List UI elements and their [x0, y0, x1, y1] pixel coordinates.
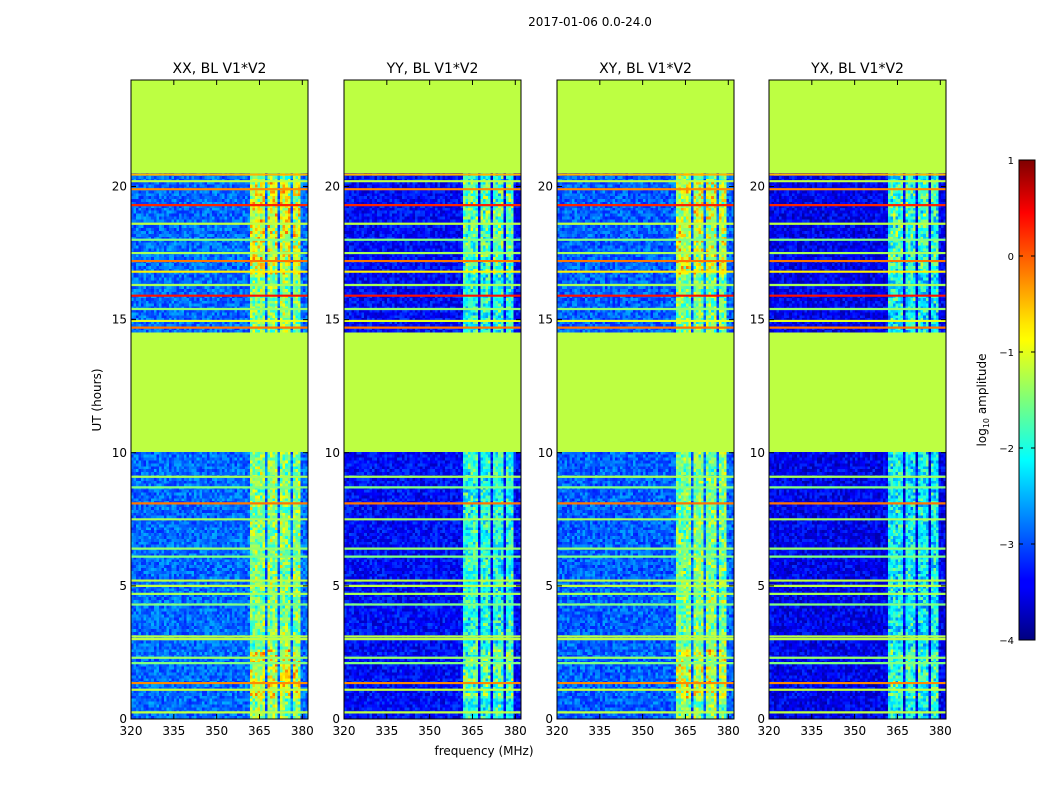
- panel-heatmap: [557, 80, 735, 720]
- x-tick-label: 320: [546, 724, 569, 738]
- x-tick-label: 350: [631, 724, 654, 738]
- panel-title: YX, BL V1*V2: [810, 61, 904, 77]
- panel-title: XY, BL V1*V2: [599, 61, 692, 77]
- panel-3: XY, BL V1*V2 320 335 350 365 380 0 5 10 15 20: [538, 61, 740, 738]
- y-tick-label: 10: [538, 446, 553, 460]
- x-tick-label: 335: [588, 724, 611, 738]
- x-tick-label: 380: [717, 724, 740, 738]
- colorbar-tick-label: −1: [999, 348, 1014, 359]
- panel-heatmap: [344, 80, 522, 720]
- x-tick-label: 320: [333, 724, 356, 738]
- x-tick-label: 320: [758, 724, 781, 738]
- colorbar-tick-label: −3: [999, 540, 1014, 551]
- x-tick-label: 365: [461, 724, 484, 738]
- y-tick-label: 15: [538, 313, 553, 327]
- colorbar-tick-label: 1: [1008, 156, 1014, 167]
- y-tick-label: 5: [332, 579, 340, 593]
- x-axis-label: frequency (MHz): [434, 744, 533, 758]
- colorbar-label: log10 amplitude: [975, 354, 991, 447]
- y-tick-label: 15: [112, 313, 127, 327]
- panel-title: YY, BL V1*V2: [386, 61, 479, 77]
- y-tick-label: 20: [325, 180, 340, 194]
- x-tick-label: 335: [375, 724, 398, 738]
- colorbar: 1 0 −1 −2 −3 −4 log10 amplitude: [975, 156, 1035, 647]
- figure-suptitle: 2017-01-06 0.0-24.0: [528, 15, 652, 29]
- y-tick-label: 10: [750, 446, 765, 460]
- panel-heatmap: [769, 80, 947, 720]
- x-tick-label: 380: [929, 724, 952, 738]
- panel-4: YX, BL V1*V2 320 335 350 365 380 0 5 10 15 20: [750, 61, 952, 738]
- y-tick-label: 0: [545, 712, 553, 726]
- y-tick-label: 0: [757, 712, 765, 726]
- y-tick-label: 20: [112, 180, 127, 194]
- y-tick-label: 15: [325, 313, 340, 327]
- x-tick-label: 380: [504, 724, 527, 738]
- x-tick-label: 335: [800, 724, 823, 738]
- colorbar-gradient: [1019, 160, 1035, 640]
- y-tick-label: 10: [325, 446, 340, 460]
- y-tick-label: 5: [119, 579, 127, 593]
- x-tick-label: 380: [291, 724, 314, 738]
- x-tick-label: 320: [120, 724, 143, 738]
- colorbar-tick-label: 0: [1008, 252, 1014, 263]
- colorbar-tick-label: −2: [999, 444, 1014, 455]
- y-tick-label: 20: [538, 180, 553, 194]
- y-tick-label: 5: [757, 579, 765, 593]
- x-tick-label: 350: [418, 724, 441, 738]
- x-tick-label: 365: [886, 724, 909, 738]
- x-tick-label: 335: [162, 724, 185, 738]
- colorbar-tick-label: −4: [999, 636, 1014, 647]
- panel-heatmap: [131, 80, 309, 720]
- x-tick-label: 350: [843, 724, 866, 738]
- panel-1: XX, BL V1*V2 320 335 350 365 380 0 5 10 15 20: [112, 61, 314, 738]
- x-tick-label: 350: [205, 724, 228, 738]
- y-tick-label: 0: [332, 712, 340, 726]
- y-tick-label: 10: [112, 446, 127, 460]
- panel-2: YY, BL V1*V2 320 335 350 365 380 0 5 10 15 20: [325, 61, 527, 738]
- panel-title: XX, BL V1*V2: [173, 61, 267, 77]
- x-tick-label: 365: [248, 724, 271, 738]
- x-tick-label: 365: [674, 724, 697, 738]
- y-tick-label: 5: [545, 579, 553, 593]
- y-tick-label: 0: [119, 712, 127, 726]
- y-tick-label: 20: [750, 180, 765, 194]
- y-axis-label: UT (hours): [90, 368, 104, 431]
- y-tick-label: 15: [750, 313, 765, 327]
